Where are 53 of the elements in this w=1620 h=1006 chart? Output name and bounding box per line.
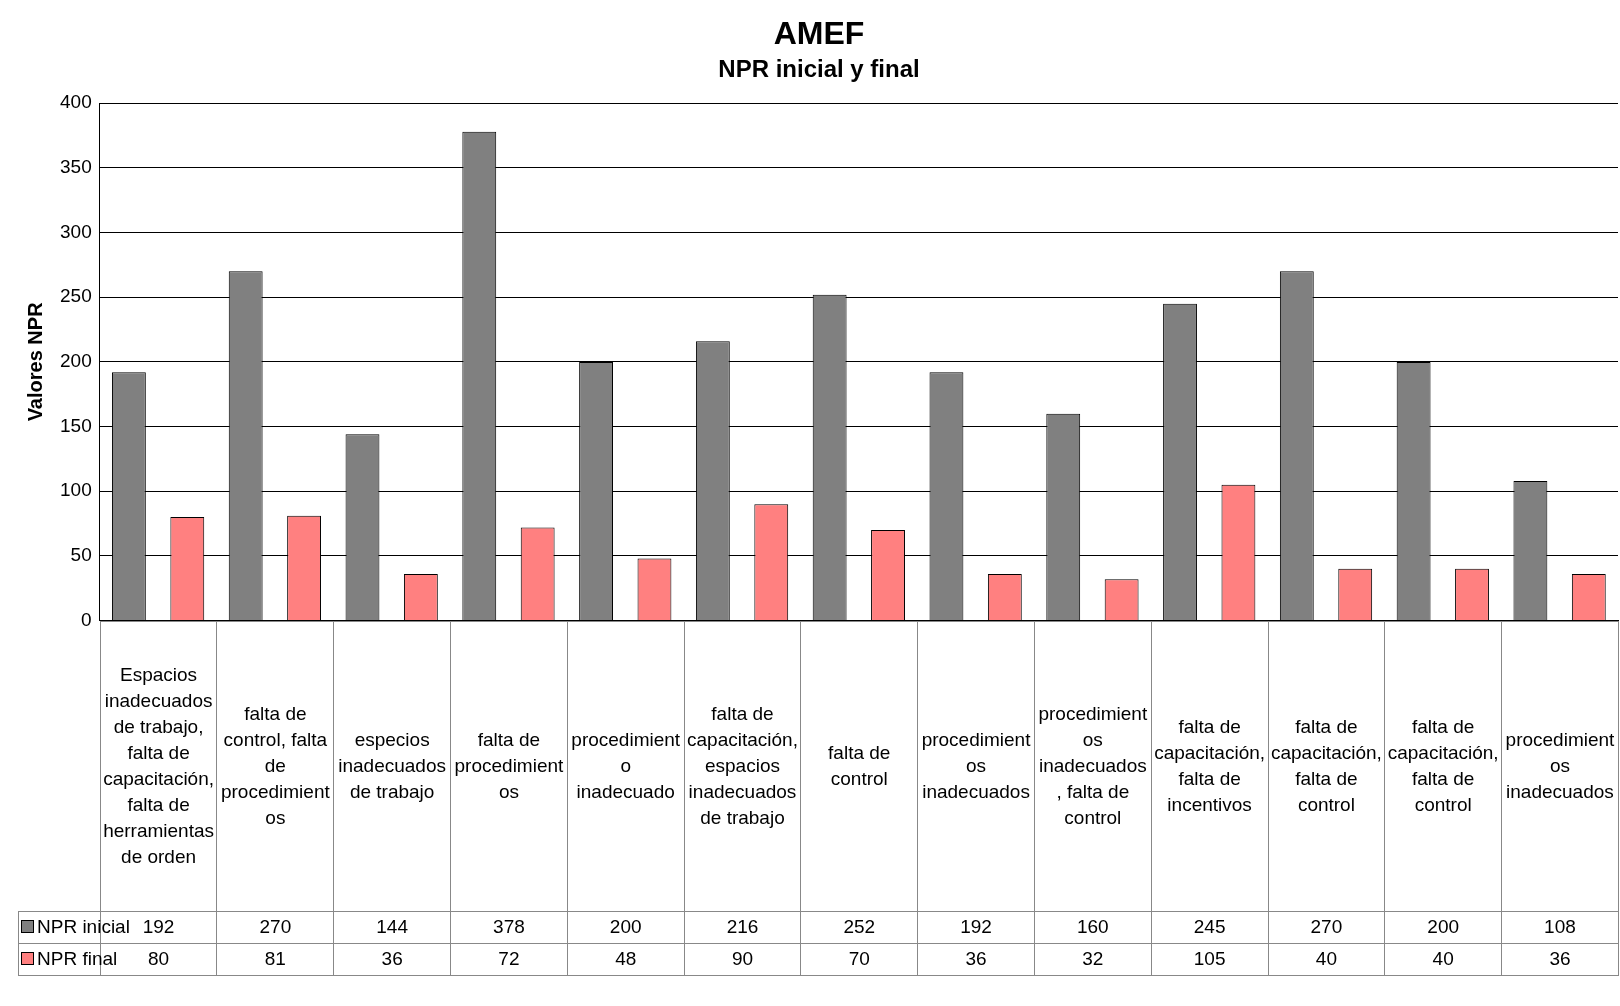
data-label: 40 bbox=[1384, 943, 1502, 976]
data-label: 270 bbox=[216, 911, 334, 944]
x-tick-label: falta de capacitación, espacios inadecuados de trabajo bbox=[684, 621, 801, 912]
data-label: 90 bbox=[684, 943, 801, 976]
chart-title: AMEF bbox=[773, 15, 865, 52]
y-axis-title: Valores NPR bbox=[23, 301, 46, 422]
data-label: 160 bbox=[1034, 911, 1152, 944]
data-label: 252 bbox=[800, 911, 918, 944]
x-tick-label: procedimientos inadecuados bbox=[1501, 621, 1619, 912]
data-label: 245 bbox=[1151, 911, 1268, 944]
data-label: 80 bbox=[148, 948, 170, 970]
data-label: 200 bbox=[1384, 911, 1502, 944]
x-tick-label: falta de control bbox=[800, 621, 918, 912]
legend-label: NPR final bbox=[36, 947, 118, 972]
y-tick-label: 100 bbox=[60, 479, 92, 501]
x-tick-label: falta de procedimientos bbox=[450, 621, 568, 912]
data-label: 108 bbox=[1501, 911, 1619, 944]
y-tick-label: 300 bbox=[60, 220, 92, 242]
y-tick-label: 50 bbox=[70, 544, 92, 566]
data-label: 105 bbox=[1151, 943, 1268, 976]
data-label: 144 bbox=[333, 911, 451, 944]
x-tick-label: falta de capacitación, falta de incentivos bbox=[1151, 621, 1268, 912]
data-label: 36 bbox=[333, 943, 451, 976]
y-tick-label: 250 bbox=[60, 285, 92, 307]
data-label: 36 bbox=[1501, 943, 1619, 976]
data-label: 48 bbox=[567, 943, 685, 976]
data-label: 200 bbox=[567, 911, 685, 944]
x-tick-label: procedimiento inadecuado bbox=[567, 621, 685, 912]
y-tick-label: 0 bbox=[81, 608, 92, 630]
x-tick-label: falta de capacitación, falta de control bbox=[1384, 621, 1502, 912]
x-tick-label: falta de control, falta de procedimientos bbox=[216, 621, 334, 912]
legend-label: NPR inicial bbox=[36, 915, 130, 940]
data-label: 216 bbox=[684, 911, 801, 944]
x-tick-label: falta de capacitación, falta de control bbox=[1268, 621, 1385, 912]
data-label: 378 bbox=[450, 911, 568, 944]
x-tick-label: Espacios inadecuados de trabajo, falta de capacitación, falta de herramientas de orden bbox=[100, 621, 217, 912]
data-label: 81 bbox=[216, 943, 334, 976]
data-label: 36 bbox=[917, 943, 1035, 976]
y-tick-label: 200 bbox=[60, 350, 92, 372]
x-tick-label: especios inadecuados de trabajo bbox=[333, 621, 451, 912]
data-label: 192 bbox=[917, 911, 1035, 944]
y-tick-label: 350 bbox=[60, 156, 92, 178]
data-label: 40 bbox=[1268, 943, 1385, 976]
y-tick-label: 400 bbox=[60, 91, 92, 113]
x-tick-label: procedimientos inadecuados, falta de control bbox=[1034, 621, 1152, 912]
data-label: 70 bbox=[800, 943, 918, 976]
data-label: 270 bbox=[1268, 911, 1385, 944]
chart-subtitle: NPR inicial y final bbox=[718, 55, 920, 83]
data-label: 32 bbox=[1034, 943, 1152, 976]
data-label: 192 bbox=[142, 916, 175, 938]
data-label: 72 bbox=[450, 943, 568, 976]
x-tick-label: procedimientos inadecuados bbox=[917, 621, 1035, 912]
y-tick-label: 150 bbox=[60, 414, 92, 436]
